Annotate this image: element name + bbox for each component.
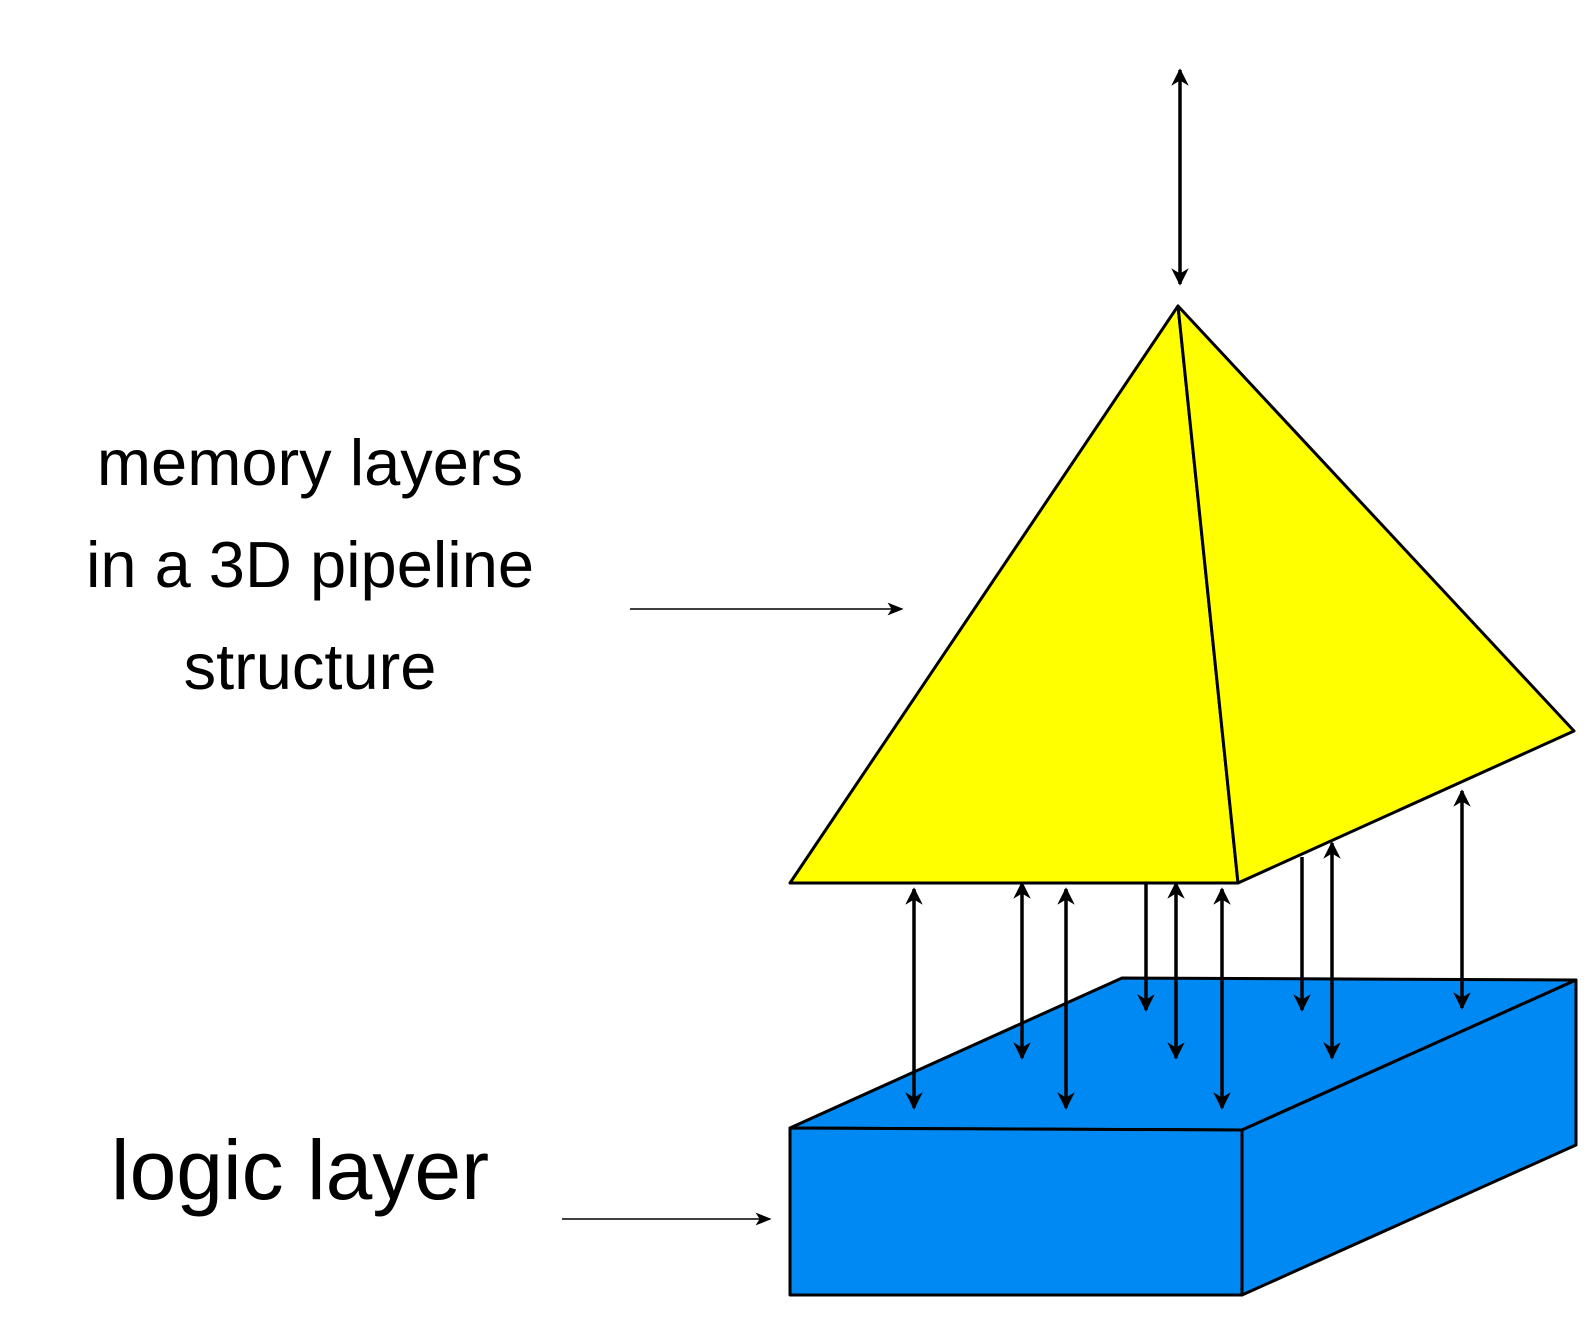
logic-layer-block [788, 976, 1578, 1297]
pyramid-left-face [788, 304, 1240, 885]
pyramid-right-face [1176, 304, 1576, 885]
memory-label-line-1: memory layers [96, 426, 524, 499]
memory-label-line-3: structure [183, 630, 437, 703]
interlayer-arrows [905, 789, 1471, 1110]
memory-pyramid [788, 304, 1576, 885]
memory-layers-label: memory layers in a 3D pipeline structure [10, 426, 610, 739]
memory-label-line-2: in a 3D pipeline [85, 528, 535, 601]
logic-layer-front-face [788, 1126, 1244, 1297]
logic-layer-label: logic layer [110, 1123, 490, 1217]
